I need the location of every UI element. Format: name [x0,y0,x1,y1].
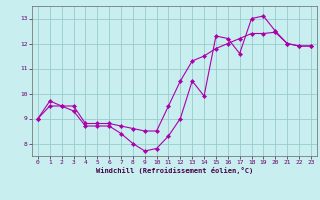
X-axis label: Windchill (Refroidissement éolien,°C): Windchill (Refroidissement éolien,°C) [96,167,253,174]
